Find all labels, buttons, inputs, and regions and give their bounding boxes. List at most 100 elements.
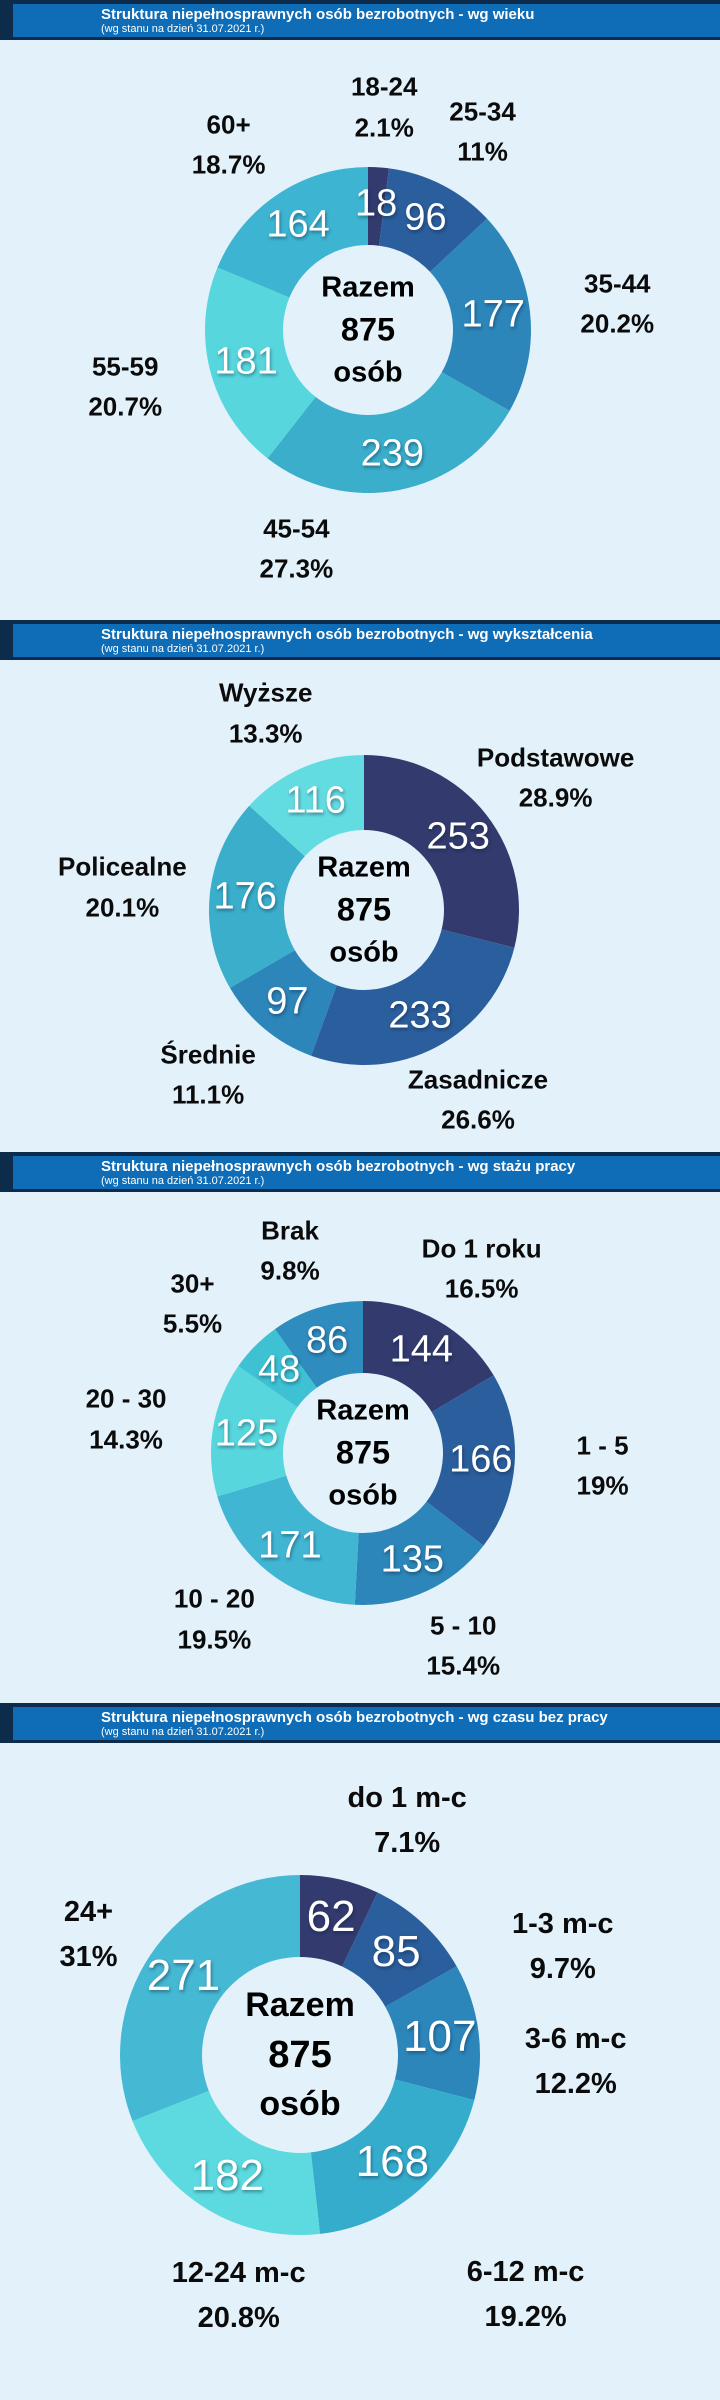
slice-percent-label: 27.3%	[259, 553, 334, 584]
slice-category-label: Średnie	[160, 1039, 256, 1070]
slice-outside-label: 5 - 10 15.4%	[426, 1605, 500, 1686]
center-razem: Razem	[316, 1394, 410, 1427]
chart-section-experience: Struktura niepełnosprawnych osób bezrobo…	[0, 1152, 720, 1703]
slice-category-label: 30+	[170, 1268, 215, 1299]
donut-slice-do 1 m-c	[300, 1875, 378, 1967]
section-subtitle: (wg stanu na dzień 31.07.2021 r.)	[101, 643, 265, 655]
slice-category-label: Zasadnicze	[407, 1064, 549, 1095]
donut-center-label: Razem 875 osób	[245, 1982, 355, 2128]
slice-value-label: 48	[258, 1348, 301, 1391]
donut-center-label: Razem 875 osób	[317, 848, 411, 973]
slice-outside-label: 30+ 5.5%	[163, 1263, 222, 1344]
slice-outside-label: Policealne 20.1%	[58, 847, 187, 928]
slice-outside-label: 1 - 5 19%	[577, 1425, 629, 1506]
donut-chart-area: Razem 875 osób 144 Do 1 roku 16.5% 166 1 - 5…	[0, 1192, 720, 1703]
slice-outside-label: 20 - 30 14.3%	[86, 1379, 167, 1460]
slice-value-label: 164	[266, 203, 330, 246]
slice-percent-label: 11.1%	[171, 1079, 245, 1110]
slice-category-label: 45-54	[263, 513, 330, 544]
slice-value-label: 176	[213, 875, 277, 918]
donut-slice-Policealne	[208, 805, 305, 988]
slice-category-label: 55-59	[91, 351, 159, 382]
slice-outside-label: Zasadnicze 26.6%	[408, 1060, 548, 1141]
center-osob: osób	[328, 1479, 398, 1512]
slice-value-label: 271	[146, 1950, 221, 2000]
slice-percent-label: 18.7%	[191, 149, 266, 180]
slice-value-label: 181	[214, 340, 278, 383]
center-osob: osób	[329, 936, 399, 969]
slice-outside-label: Podstawowe 28.9%	[477, 737, 634, 818]
donut-chart-area: Razem 875 osób 62 do 1 m-c 7.1% 85 1-3 m-c 9.…	[0, 1743, 720, 2400]
slice-percent-label: 20.2%	[580, 309, 655, 340]
slice-category-label: Do 1 roku	[421, 1233, 542, 1264]
slice-percent-label: 20.8%	[197, 2301, 280, 2334]
donut-slice-Brak	[274, 1301, 363, 1388]
slice-outside-label: 6-12 m-c 19.2%	[467, 2250, 585, 2340]
donut-slice-24+	[119, 1875, 300, 2121]
donut-center-label: Razem 875 osób	[316, 1391, 410, 1516]
chart-section-age: Struktura niepełnosprawnych osób bezrobo…	[0, 0, 720, 620]
slice-percent-label: 14.3%	[89, 1424, 163, 1455]
slice-value-label: 177	[461, 293, 525, 336]
donut-slice-Podstawowe	[364, 755, 520, 948]
chart-section-time-without-work: Struktura niepełnosprawnych osób bezrobo…	[0, 1703, 720, 2400]
slice-percent-label: 11%	[457, 136, 508, 167]
section-header: Struktura niepełnosprawnych osób bezrobo…	[0, 1703, 720, 1743]
slice-value-label: 166	[449, 1438, 513, 1481]
slice-outside-label: do 1 m-c 7.1%	[348, 1776, 467, 1866]
section-title: Struktura niepełnosprawnych osób bezrobo…	[101, 6, 535, 23]
donut-slice-30+	[238, 1329, 317, 1408]
slice-value-label: 125	[214, 1412, 279, 1455]
slice-category-label: 1-3 m-c	[511, 1908, 614, 1941]
slice-percent-label: 20.1%	[85, 892, 160, 923]
center-total: 875	[336, 891, 392, 928]
donut-slice-Zasadnicze	[311, 929, 515, 1065]
slice-category-label: 18-24	[350, 72, 418, 103]
donut-slice-45-54	[267, 372, 510, 494]
center-total: 875	[335, 1434, 391, 1471]
slice-percent-label: 2.1%	[354, 112, 414, 143]
slice-percent-label: 15.4%	[426, 1650, 501, 1681]
slice-outside-label: 10 - 20 19.5%	[174, 1579, 255, 1660]
center-total: 875	[268, 2033, 332, 2076]
slice-value-label: 86	[306, 1319, 349, 1362]
donut-slice-3-6 m-c	[385, 1966, 480, 2101]
slice-category-label: 3-6 m-c	[524, 2022, 627, 2055]
slice-outside-label: 45-54 27.3%	[259, 509, 333, 590]
slice-category-label: Policealne	[58, 851, 187, 882]
slice-value-label: 135	[380, 1538, 444, 1581]
donut-slice-12-24 m-c	[132, 2090, 320, 2236]
section-subtitle: (wg stanu na dzień 31.07.2021 r.)	[101, 1175, 265, 1187]
donut-slice-10 - 20	[217, 1475, 359, 1605]
section-title: Struktura niepełnosprawnych osób bezrobo…	[101, 1158, 576, 1175]
donut-slice-20 - 30	[210, 1366, 298, 1497]
center-razem: Razem	[245, 1985, 355, 2024]
slice-category-label: 5 - 10	[429, 1610, 497, 1641]
slice-value-label: 144	[389, 1328, 454, 1371]
slice-category-label: 60+	[206, 109, 251, 140]
donut-slice-55-59	[205, 267, 316, 459]
slice-outside-label: Średnie 11.1%	[160, 1035, 255, 1116]
slice-value-label: 62	[306, 1892, 356, 1942]
donut-slice-Wyższe	[249, 755, 364, 857]
slice-value-label: 85	[371, 1926, 421, 1976]
slice-value-label: 182	[190, 2150, 264, 2200]
slice-value-label: 116	[285, 779, 346, 822]
slice-percent-label: 19.5%	[177, 1624, 252, 1655]
slice-percent-label: 19.2%	[484, 2301, 567, 2334]
slice-value-label: 107	[403, 2011, 477, 2061]
slice-category-label: 10 - 20	[173, 1584, 255, 1615]
slice-value-label: 253	[426, 815, 490, 857]
donut-slice-5 - 10	[354, 1501, 484, 1606]
slice-percent-label: 9.7%	[529, 1953, 596, 1986]
slice-percent-label: 20.7%	[88, 391, 163, 422]
slice-percent-label: 12.2%	[534, 2067, 617, 2100]
slice-percent-label: 28.9%	[518, 782, 593, 813]
section-title: Struktura niepełnosprawnych osób bezrobo…	[101, 1709, 608, 1726]
slice-value-label: 171	[258, 1524, 322, 1567]
slice-outside-label: Brak 9.8%	[260, 1211, 319, 1292]
slice-category-label: 6-12 m-c	[466, 2256, 585, 2289]
slice-percent-label: 26.6%	[441, 1104, 515, 1135]
donut-center-label: Razem 875 osób	[321, 268, 415, 393]
slice-outside-label: 3-6 m-c 12.2%	[525, 2017, 627, 2107]
